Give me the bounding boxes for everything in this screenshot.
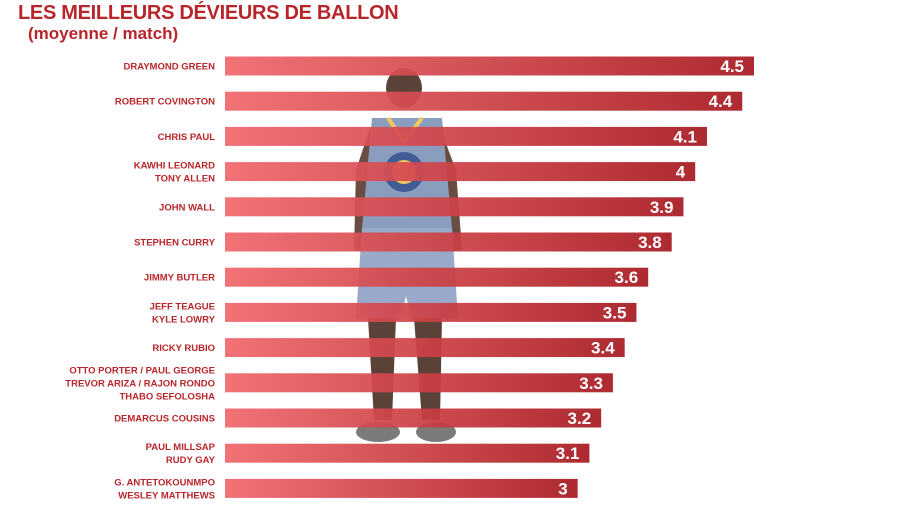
value-label: 4.1	[673, 127, 697, 146]
bar	[225, 408, 602, 428]
value-label: 3.2	[568, 409, 592, 428]
value-label: 3.6	[615, 268, 639, 287]
bar	[225, 91, 743, 111]
value-label: 3.1	[556, 444, 580, 463]
value-label: 3	[558, 479, 567, 498]
category-label: WESLEY MATTHEWS	[118, 490, 215, 501]
category-label: STEPHEN CURRY	[134, 238, 216, 249]
value-label: 3.8	[638, 233, 662, 252]
value-label: 3.3	[579, 374, 603, 393]
category-label: RUDY GAY	[166, 455, 216, 466]
value-label: 4	[676, 163, 686, 182]
category-label: JOHN WALL	[159, 202, 215, 213]
bar	[225, 126, 707, 146]
bar	[225, 232, 672, 252]
chart-subtitle: (moyenne / match)	[28, 24, 179, 43]
category-label: ROBERT COVINGTON	[115, 97, 215, 108]
category-label: DEMARCUS COUSINS	[114, 414, 215, 425]
category-label: TREVOR ARIZA / RAJON RONDO	[65, 378, 215, 389]
value-label: 3.5	[603, 303, 627, 322]
value-label: 4.5	[720, 57, 744, 76]
category-label: KYLE LOWRY	[152, 314, 216, 325]
bar	[225, 373, 613, 393]
bar	[225, 56, 754, 76]
category-label: CHRIS PAUL	[158, 132, 216, 143]
category-label: JEFF TEAGUE	[150, 301, 215, 312]
bar	[225, 338, 625, 358]
bar	[225, 162, 696, 182]
bar	[225, 443, 590, 463]
value-label: 3.4	[591, 339, 615, 358]
category-label: KAWHI LEONARD	[134, 161, 215, 172]
bar	[225, 478, 578, 498]
category-label: TONY ALLEN	[155, 174, 215, 185]
category-label: DRAYMOND GREEN	[124, 62, 216, 73]
bar	[225, 302, 637, 322]
value-label: 4.4	[709, 92, 733, 111]
chart-title: LES MEILLEURS DÉVIEURS DE BALLON	[18, 2, 399, 24]
category-label: THABO SEFOLOSHA	[119, 391, 215, 402]
bar	[225, 267, 649, 287]
category-label: G. ANTETOKOUNMPO	[114, 477, 215, 488]
category-label: JIMMY BUTLER	[144, 273, 215, 284]
category-label: RICKY RUBIO	[152, 343, 215, 354]
category-label: OTTO PORTER / PAUL GEORGE	[69, 365, 215, 376]
category-label: PAUL MILLSAP	[146, 442, 216, 453]
value-label: 3.9	[650, 198, 674, 217]
bar	[225, 197, 684, 217]
